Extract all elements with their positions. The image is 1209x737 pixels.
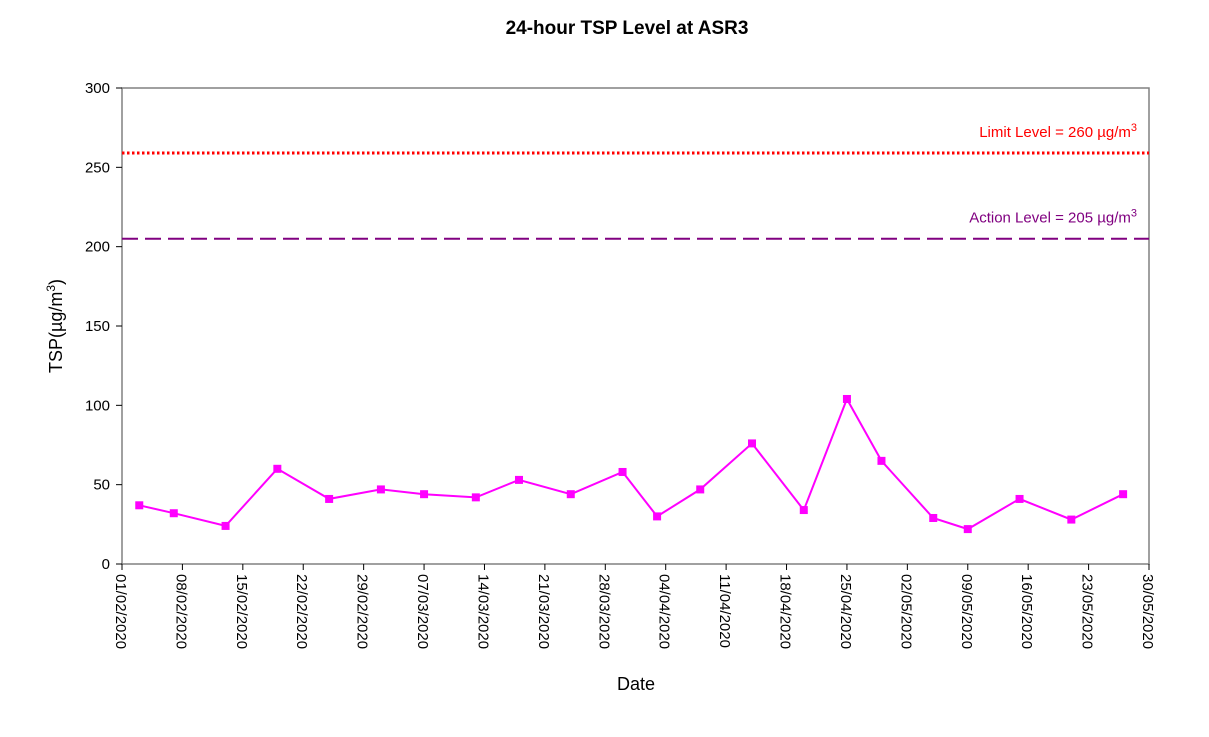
- x-tick-label: 30/05/2020: [1139, 574, 1156, 649]
- y-tick-label: 300: [85, 80, 110, 97]
- reference-line-label-text: Action Level = 205: [969, 210, 1097, 227]
- data-point: [376, 485, 385, 494]
- y-tick-label: 150: [85, 318, 110, 335]
- x-tick-label: 08/02/2020: [172, 574, 189, 649]
- y-axis-label-sup: 3: [44, 285, 58, 292]
- x-axis-label: Date: [617, 674, 655, 694]
- y-tick-label: 250: [85, 159, 110, 176]
- x-tick-label: 07/03/2020: [414, 574, 431, 649]
- reference-line-label: Action Level = 205 µg/m3: [969, 208, 1137, 227]
- y-tick-label: 200: [85, 239, 110, 256]
- reference-line-label-unit: µg/m: [1097, 210, 1131, 227]
- plot-area: [121, 87, 1150, 565]
- reference-line-label: Limit Level = 260 µg/m3: [979, 122, 1137, 141]
- data-point: [653, 512, 662, 521]
- x-tick-label: 04/04/2020: [656, 574, 673, 649]
- x-tick-label: 23/05/2020: [1079, 574, 1096, 649]
- y-axis-label-main: TSP(: [46, 332, 66, 373]
- x-tick-label: 09/05/2020: [958, 574, 975, 649]
- x-tick-label: 01/02/2020: [112, 574, 129, 649]
- reference-line-label-sup: 3: [1131, 122, 1137, 134]
- series-line: [139, 396, 1124, 531]
- data-point: [1067, 515, 1076, 524]
- y-axis-label-unit: µg/m: [46, 292, 66, 332]
- data-point: [929, 513, 938, 522]
- data-point: [842, 394, 851, 403]
- series-layer: [135, 394, 1128, 534]
- data-point: [325, 494, 334, 503]
- data-point: [169, 509, 178, 518]
- data-point: [273, 464, 282, 473]
- data-point: [696, 485, 705, 494]
- data-point: [963, 525, 972, 534]
- y-tick-label: 50: [93, 477, 110, 494]
- data-point: [1119, 490, 1128, 499]
- x-tick-label: 29/02/2020: [354, 574, 371, 649]
- reference-line-label-text: Limit Level = 260: [979, 124, 1097, 141]
- x-tick-label: 21/03/2020: [535, 574, 552, 649]
- y-tick-label: 0: [102, 556, 110, 573]
- data-point: [1015, 494, 1024, 503]
- reference-line-label-sup: 3: [1131, 208, 1137, 220]
- x-tick-label: 22/02/2020: [293, 574, 310, 649]
- x-axis: 01/02/2020 08/02/2020 15/02/2020 22/02/2020…: [112, 564, 1156, 649]
- data-point: [566, 490, 575, 499]
- reference-line-label-unit: µg/m: [1097, 124, 1131, 141]
- y-axis: 0 50 100 150 200 250 300: [85, 80, 122, 573]
- chart-title: 24-hour TSP Level at ASR3: [506, 18, 749, 39]
- data-point: [471, 493, 480, 502]
- data-point: [514, 475, 523, 484]
- x-tick-label: 28/03/2020: [595, 574, 612, 649]
- data-point: [877, 456, 886, 465]
- x-tick-label: 25/04/2020: [837, 574, 854, 649]
- x-tick-label: 15/02/2020: [233, 574, 250, 649]
- y-axis-label-close: ): [46, 279, 66, 285]
- data-point: [618, 467, 627, 476]
- data-point: [799, 506, 808, 515]
- data-point: [748, 439, 757, 448]
- x-tick-label: 18/04/2020: [777, 574, 794, 649]
- data-point: [420, 490, 429, 499]
- x-tick-label: 11/04/2020: [716, 574, 733, 648]
- data-point: [135, 501, 144, 510]
- x-tick-label: 14/03/2020: [474, 574, 491, 649]
- y-axis-label: TSP(µg/m3): [44, 279, 66, 373]
- data-point: [221, 521, 230, 530]
- x-tick-label: 02/05/2020: [897, 574, 914, 649]
- y-tick-label: 100: [85, 397, 110, 414]
- x-tick-label: 16/05/2020: [1018, 574, 1035, 649]
